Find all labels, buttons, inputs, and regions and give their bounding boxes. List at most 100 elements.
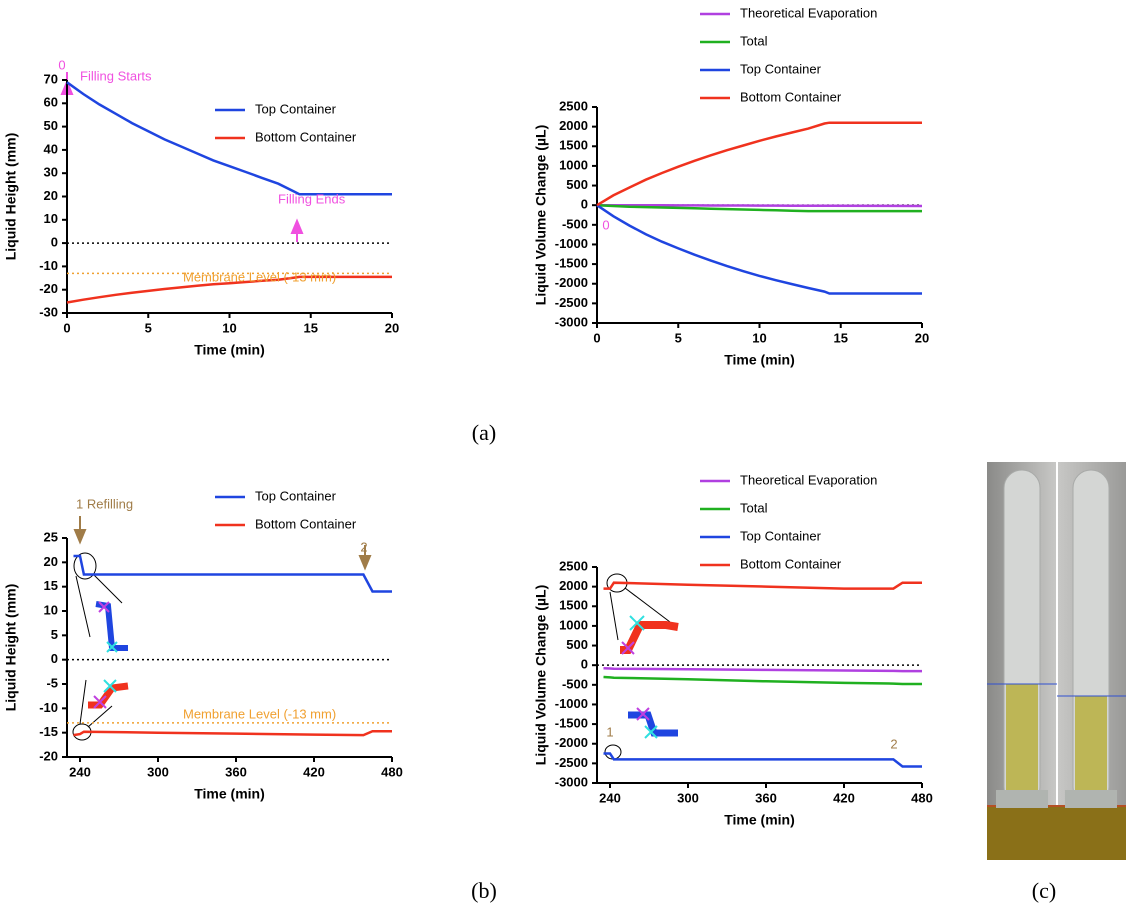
- x-tick-label: 360: [225, 764, 247, 779]
- y-tick-label: -20: [39, 748, 58, 763]
- annotation: Membrane Level (-13 mm): [183, 269, 336, 284]
- x-axis-label: Time (min): [194, 786, 265, 802]
- y-tick-label: -2500: [555, 755, 588, 770]
- annotation: 0: [602, 217, 609, 232]
- x-tick-label: 480: [911, 790, 933, 805]
- y-tick-label: 70: [44, 71, 58, 86]
- annotation: 1 Refilling: [76, 496, 133, 511]
- y-tick-label: 0: [581, 657, 588, 672]
- legend-label: Total: [740, 500, 768, 515]
- legend-label: Bottom Container: [255, 516, 357, 531]
- y-tick-label: 40: [44, 141, 58, 156]
- y-tick-label: -500: [562, 216, 588, 231]
- x-tick-label: 20: [915, 330, 929, 345]
- y-tick-label: -1000: [555, 236, 588, 251]
- series-line: [73, 554, 392, 593]
- series-line: [596, 121, 922, 207]
- legend-label: Top Container: [740, 528, 822, 543]
- legend-label: Bottom Container: [740, 556, 842, 571]
- y-tick-label: -10: [39, 258, 58, 273]
- y-tick-label: -15: [39, 724, 58, 739]
- x-tick-label: 360: [755, 790, 777, 805]
- series-line: [603, 675, 922, 686]
- series-line: [596, 204, 922, 295]
- panel-label: (c): [1032, 878, 1056, 903]
- x-tick-label: 15: [304, 320, 318, 335]
- x-axis-label: Time (min): [194, 342, 265, 358]
- x-tick-label: 5: [675, 330, 682, 345]
- legend-label: Theoretical Evaporation: [740, 472, 877, 487]
- y-axis-label: Liquid Height (mm): [3, 584, 19, 712]
- photo: [987, 462, 1126, 860]
- y-tick-label: 2500: [559, 98, 588, 113]
- y-tick-label: 20: [44, 554, 58, 569]
- x-tick-label: 10: [752, 330, 766, 345]
- y-tick-label: -30: [39, 304, 58, 319]
- series-line: [66, 275, 392, 304]
- y-tick-label: -1500: [555, 716, 588, 731]
- y-axis-label: Liquid Volume Change (µL): [533, 585, 549, 765]
- y-tick-label: 15: [44, 578, 58, 593]
- series-line: [73, 729, 392, 737]
- x-axis-label: Time (min): [724, 352, 795, 368]
- y-axis-label: Liquid Volume Change (µL): [533, 125, 549, 305]
- y-tick-label: 500: [566, 177, 588, 192]
- annotation: 2: [890, 736, 897, 751]
- y-tick-label: 1000: [559, 617, 588, 632]
- y-tick-label: -3000: [555, 314, 588, 329]
- panel-label: (a): [472, 420, 496, 445]
- y-tick-label: 0: [51, 235, 58, 250]
- y-tick-label: -2000: [555, 275, 588, 290]
- y-axis-label: Liquid Height (mm): [3, 133, 19, 261]
- y-tick-label: 2500: [559, 558, 588, 573]
- legend-label: Top Container: [740, 61, 822, 76]
- series-line: [596, 203, 922, 213]
- y-tick-label: 10: [44, 602, 58, 617]
- y-tick-label: 1500: [559, 598, 588, 613]
- legend-label: Bottom Container: [740, 89, 842, 104]
- y-tick-label: 5: [51, 627, 58, 642]
- series-line: [603, 667, 922, 673]
- x-tick-label: 420: [833, 790, 855, 805]
- x-tick-label: 5: [145, 320, 152, 335]
- y-tick-label: 25: [44, 529, 58, 544]
- x-axis-label: Time (min): [724, 812, 795, 828]
- legend-label: Total: [740, 33, 768, 48]
- y-tick-label: 1500: [559, 138, 588, 153]
- y-tick-label: 0: [581, 197, 588, 212]
- series-line: [597, 203, 923, 208]
- inset-decoration: [72, 552, 679, 760]
- annotation: Filling Starts: [80, 68, 152, 83]
- y-tick-label: 2000: [559, 118, 588, 133]
- x-tick-label: 10: [222, 320, 236, 335]
- x-tick-label: 0: [63, 320, 70, 335]
- annotation: 0: [58, 57, 65, 72]
- series-line: [603, 581, 922, 590]
- y-tick-label: 30: [44, 165, 58, 180]
- x-tick-label: 0: [593, 330, 600, 345]
- y-tick-label: -2500: [555, 295, 588, 310]
- y-tick-label: -20: [39, 281, 58, 296]
- y-tick-label: -10: [39, 700, 58, 715]
- y-tick-label: -500: [562, 676, 588, 691]
- y-tick-label: 0: [51, 651, 58, 666]
- x-tick-label: 420: [303, 764, 325, 779]
- x-tick-label: 300: [677, 790, 699, 805]
- annotation: Membrane Level (-13 mm): [183, 706, 336, 721]
- legend-label: Top Container: [255, 488, 337, 503]
- y-tick-label: 60: [44, 95, 58, 110]
- y-tick-label: -2000: [555, 735, 588, 750]
- annotation: 2: [360, 539, 367, 554]
- y-tick-label: 2000: [559, 578, 588, 593]
- y-tick-label: 50: [44, 118, 58, 133]
- y-tick-label: 1000: [559, 157, 588, 172]
- y-tick-label: -3000: [555, 774, 588, 789]
- x-tick-label: 480: [381, 764, 403, 779]
- legend-label: Top Container: [255, 101, 337, 116]
- annotation: 1: [606, 724, 613, 739]
- x-tick-label: 240: [599, 790, 621, 805]
- x-tick-label: 300: [147, 764, 169, 779]
- series-line: [603, 752, 922, 768]
